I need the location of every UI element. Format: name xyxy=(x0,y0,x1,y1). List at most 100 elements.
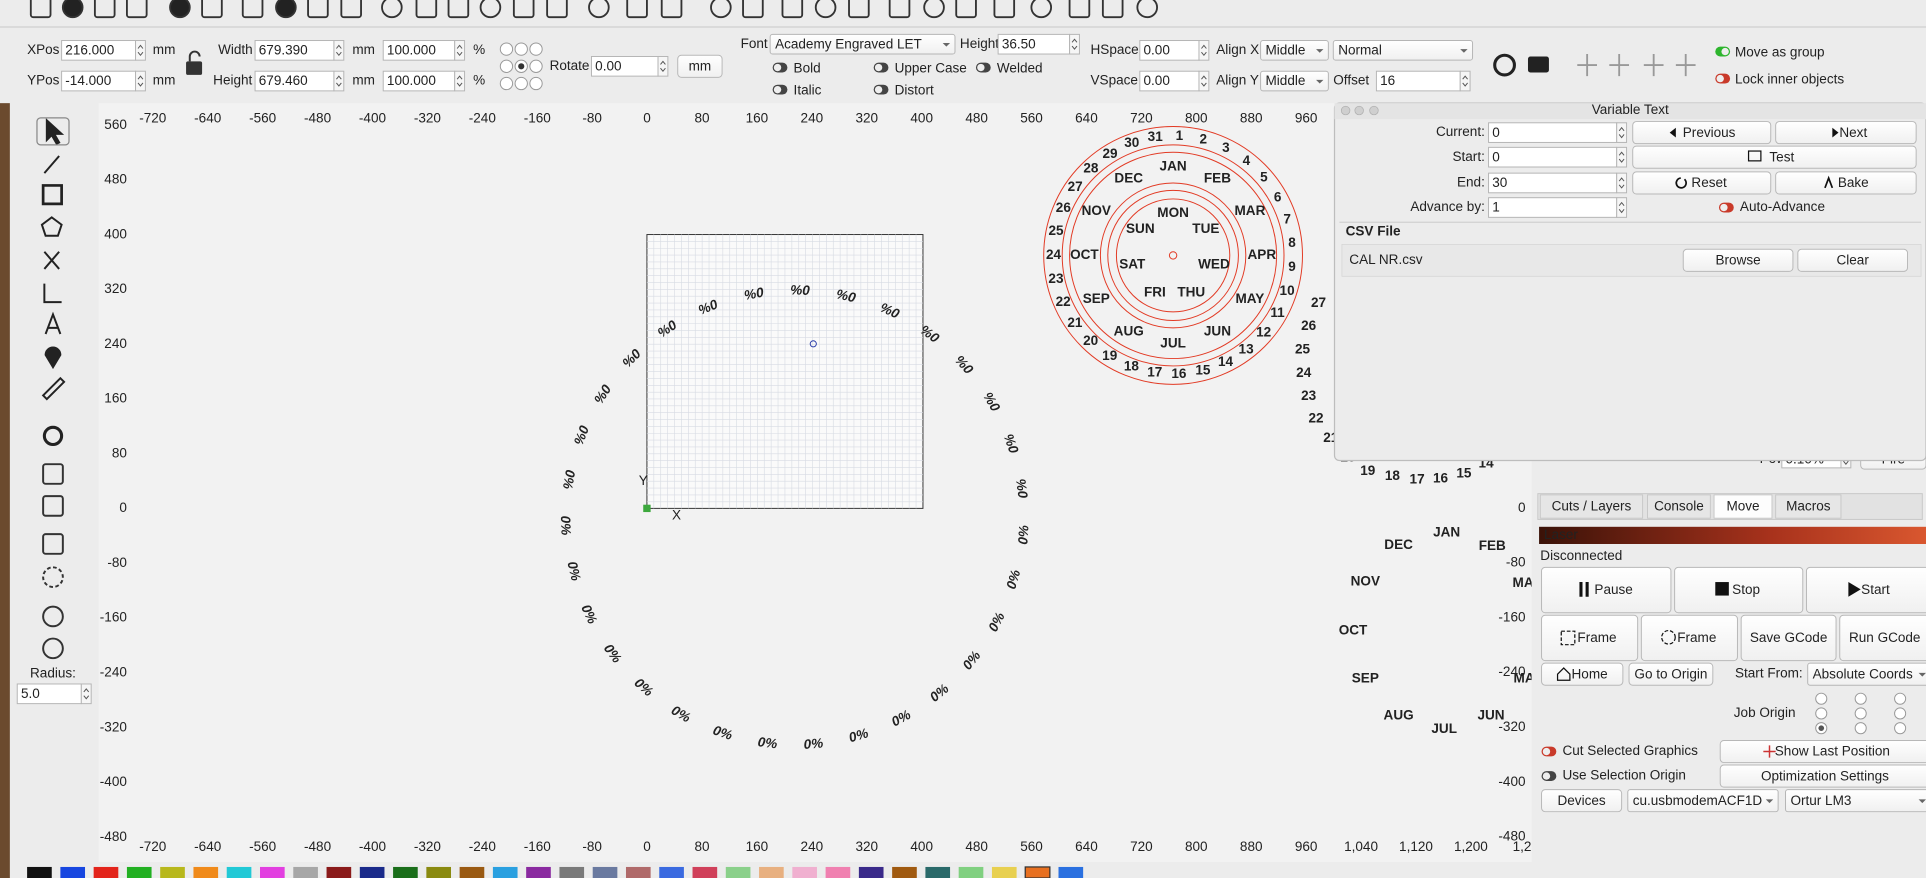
toolbar-icon[interactable] xyxy=(93,0,116,19)
align-icon[interactable] xyxy=(1609,54,1630,77)
port-combo-box[interactable] xyxy=(1627,789,1779,813)
palette-swatch[interactable] xyxy=(393,866,418,878)
tool-icon[interactable] xyxy=(42,605,64,628)
tool-icon[interactable] xyxy=(41,184,63,206)
tab[interactable] xyxy=(1775,494,1842,519)
tool-icon[interactable] xyxy=(43,283,62,304)
mm-button[interactable] xyxy=(677,54,723,78)
toolbar-icon[interactable] xyxy=(848,0,870,19)
toolbar-icon[interactable] xyxy=(626,0,648,19)
toolbar-icon[interactable] xyxy=(1068,0,1091,19)
anchor-radio[interactable] xyxy=(529,59,543,73)
printer-icon[interactable] xyxy=(1527,56,1549,73)
bake-button[interactable] xyxy=(1775,171,1917,195)
tab[interactable] xyxy=(1647,494,1711,519)
palette-swatch[interactable] xyxy=(260,866,285,878)
device-combo-box[interactable] xyxy=(1785,789,1926,813)
palette-swatch[interactable] xyxy=(426,866,452,878)
spin-box[interactable] xyxy=(1459,70,1471,92)
tool-icon[interactable] xyxy=(44,346,62,370)
anchor-radio[interactable] xyxy=(499,76,514,91)
palette-swatch[interactable] xyxy=(160,866,185,878)
job-origin-radio[interactable] xyxy=(1894,722,1907,735)
reset-button[interactable] xyxy=(1632,171,1772,195)
palette-swatch[interactable] xyxy=(193,866,219,878)
toolbar-icon[interactable] xyxy=(888,0,911,19)
toolbar-icon[interactable] xyxy=(340,0,362,19)
toolbar-icon[interactable] xyxy=(169,0,191,19)
tool-icon[interactable] xyxy=(42,637,64,660)
tab[interactable] xyxy=(1539,494,1644,519)
tool-icon[interactable] xyxy=(45,118,65,145)
toolbar-icon[interactable] xyxy=(742,0,764,19)
toolbar-icon[interactable] xyxy=(588,0,610,19)
palette-swatch[interactable] xyxy=(1058,866,1084,878)
palette-swatch[interactable] xyxy=(725,866,751,878)
spin-box[interactable] xyxy=(1069,33,1080,55)
toolbar-icon[interactable] xyxy=(814,0,837,19)
palette-swatch[interactable] xyxy=(326,866,352,878)
spin-box[interactable] xyxy=(454,40,466,61)
start-from-combo-box[interactable] xyxy=(1807,662,1926,686)
palette-swatch[interactable] xyxy=(459,866,485,878)
next-button[interactable] xyxy=(1775,121,1917,145)
save-gcode-button[interactable] xyxy=(1740,614,1837,662)
palette-swatch[interactable] xyxy=(293,866,318,878)
anchor-radio[interactable] xyxy=(514,76,528,91)
tab[interactable] xyxy=(1713,494,1773,519)
anchor-radio[interactable] xyxy=(529,42,543,56)
align-icon[interactable] xyxy=(1577,54,1597,77)
toolbar-icon[interactable] xyxy=(512,0,535,19)
job-origin-radio[interactable] xyxy=(1854,692,1867,705)
job-origin-radio[interactable] xyxy=(1894,692,1907,705)
anchor-radio[interactable] xyxy=(499,59,514,73)
spin-box[interactable] xyxy=(1616,122,1628,143)
palette-swatch[interactable] xyxy=(792,866,817,878)
spin-box[interactable] xyxy=(1616,172,1628,194)
window-button[interactable] xyxy=(1340,105,1351,116)
toolbar-icon[interactable] xyxy=(1101,0,1124,19)
window-button[interactable] xyxy=(1369,105,1379,116)
palette-swatch[interactable] xyxy=(625,866,651,878)
palette-swatch[interactable] xyxy=(692,866,718,878)
toolbar-icon[interactable] xyxy=(1030,0,1053,19)
tool-icon[interactable] xyxy=(44,311,62,335)
show-last-position-button[interactable] xyxy=(1719,739,1926,764)
tool-icon[interactable] xyxy=(42,463,64,485)
palette-swatch[interactable] xyxy=(93,866,119,878)
spin-box[interactable] xyxy=(657,55,669,77)
end-field-box[interactable] xyxy=(1488,172,1618,194)
stop-button[interactable] xyxy=(1674,566,1804,614)
align-icon[interactable] xyxy=(1675,54,1696,77)
job-origin-radio[interactable] xyxy=(1854,707,1867,720)
current-field-box[interactable] xyxy=(1488,122,1618,143)
window-button[interactable] xyxy=(1354,105,1364,116)
toolbar-icon[interactable] xyxy=(993,0,1016,19)
toolbar-icon[interactable] xyxy=(546,0,568,19)
tool-icon[interactable] xyxy=(42,495,64,517)
palette-swatch[interactable] xyxy=(892,866,917,878)
tool-icon[interactable] xyxy=(42,425,64,447)
browse-button[interactable] xyxy=(1682,248,1794,272)
palette-swatch[interactable] xyxy=(492,866,518,878)
tool-icon[interactable] xyxy=(41,376,66,401)
optimization-settings-button[interactable] xyxy=(1719,764,1926,788)
devices-button[interactable] xyxy=(1541,789,1623,813)
toolbar-icon[interactable] xyxy=(29,0,52,19)
toolbar-icon[interactable] xyxy=(955,0,977,19)
palette-swatch[interactable] xyxy=(958,866,984,878)
spin-box[interactable] xyxy=(333,40,345,61)
align-icon[interactable] xyxy=(1643,54,1664,77)
toolbar-icon[interactable] xyxy=(201,0,223,19)
toolbar-icon[interactable] xyxy=(415,0,438,19)
palette-swatch[interactable] xyxy=(659,866,684,878)
tool-icon[interactable] xyxy=(43,251,60,270)
palette-swatch[interactable] xyxy=(991,866,1017,878)
start-button[interactable] xyxy=(1805,566,1926,614)
palette-swatch[interactable] xyxy=(359,866,385,878)
toolbar-icon[interactable] xyxy=(125,0,148,19)
spin-box[interactable] xyxy=(80,683,92,705)
palette-swatch[interactable] xyxy=(825,866,851,878)
tool-icon[interactable] xyxy=(43,155,60,174)
spin-box[interactable] xyxy=(1616,197,1628,218)
